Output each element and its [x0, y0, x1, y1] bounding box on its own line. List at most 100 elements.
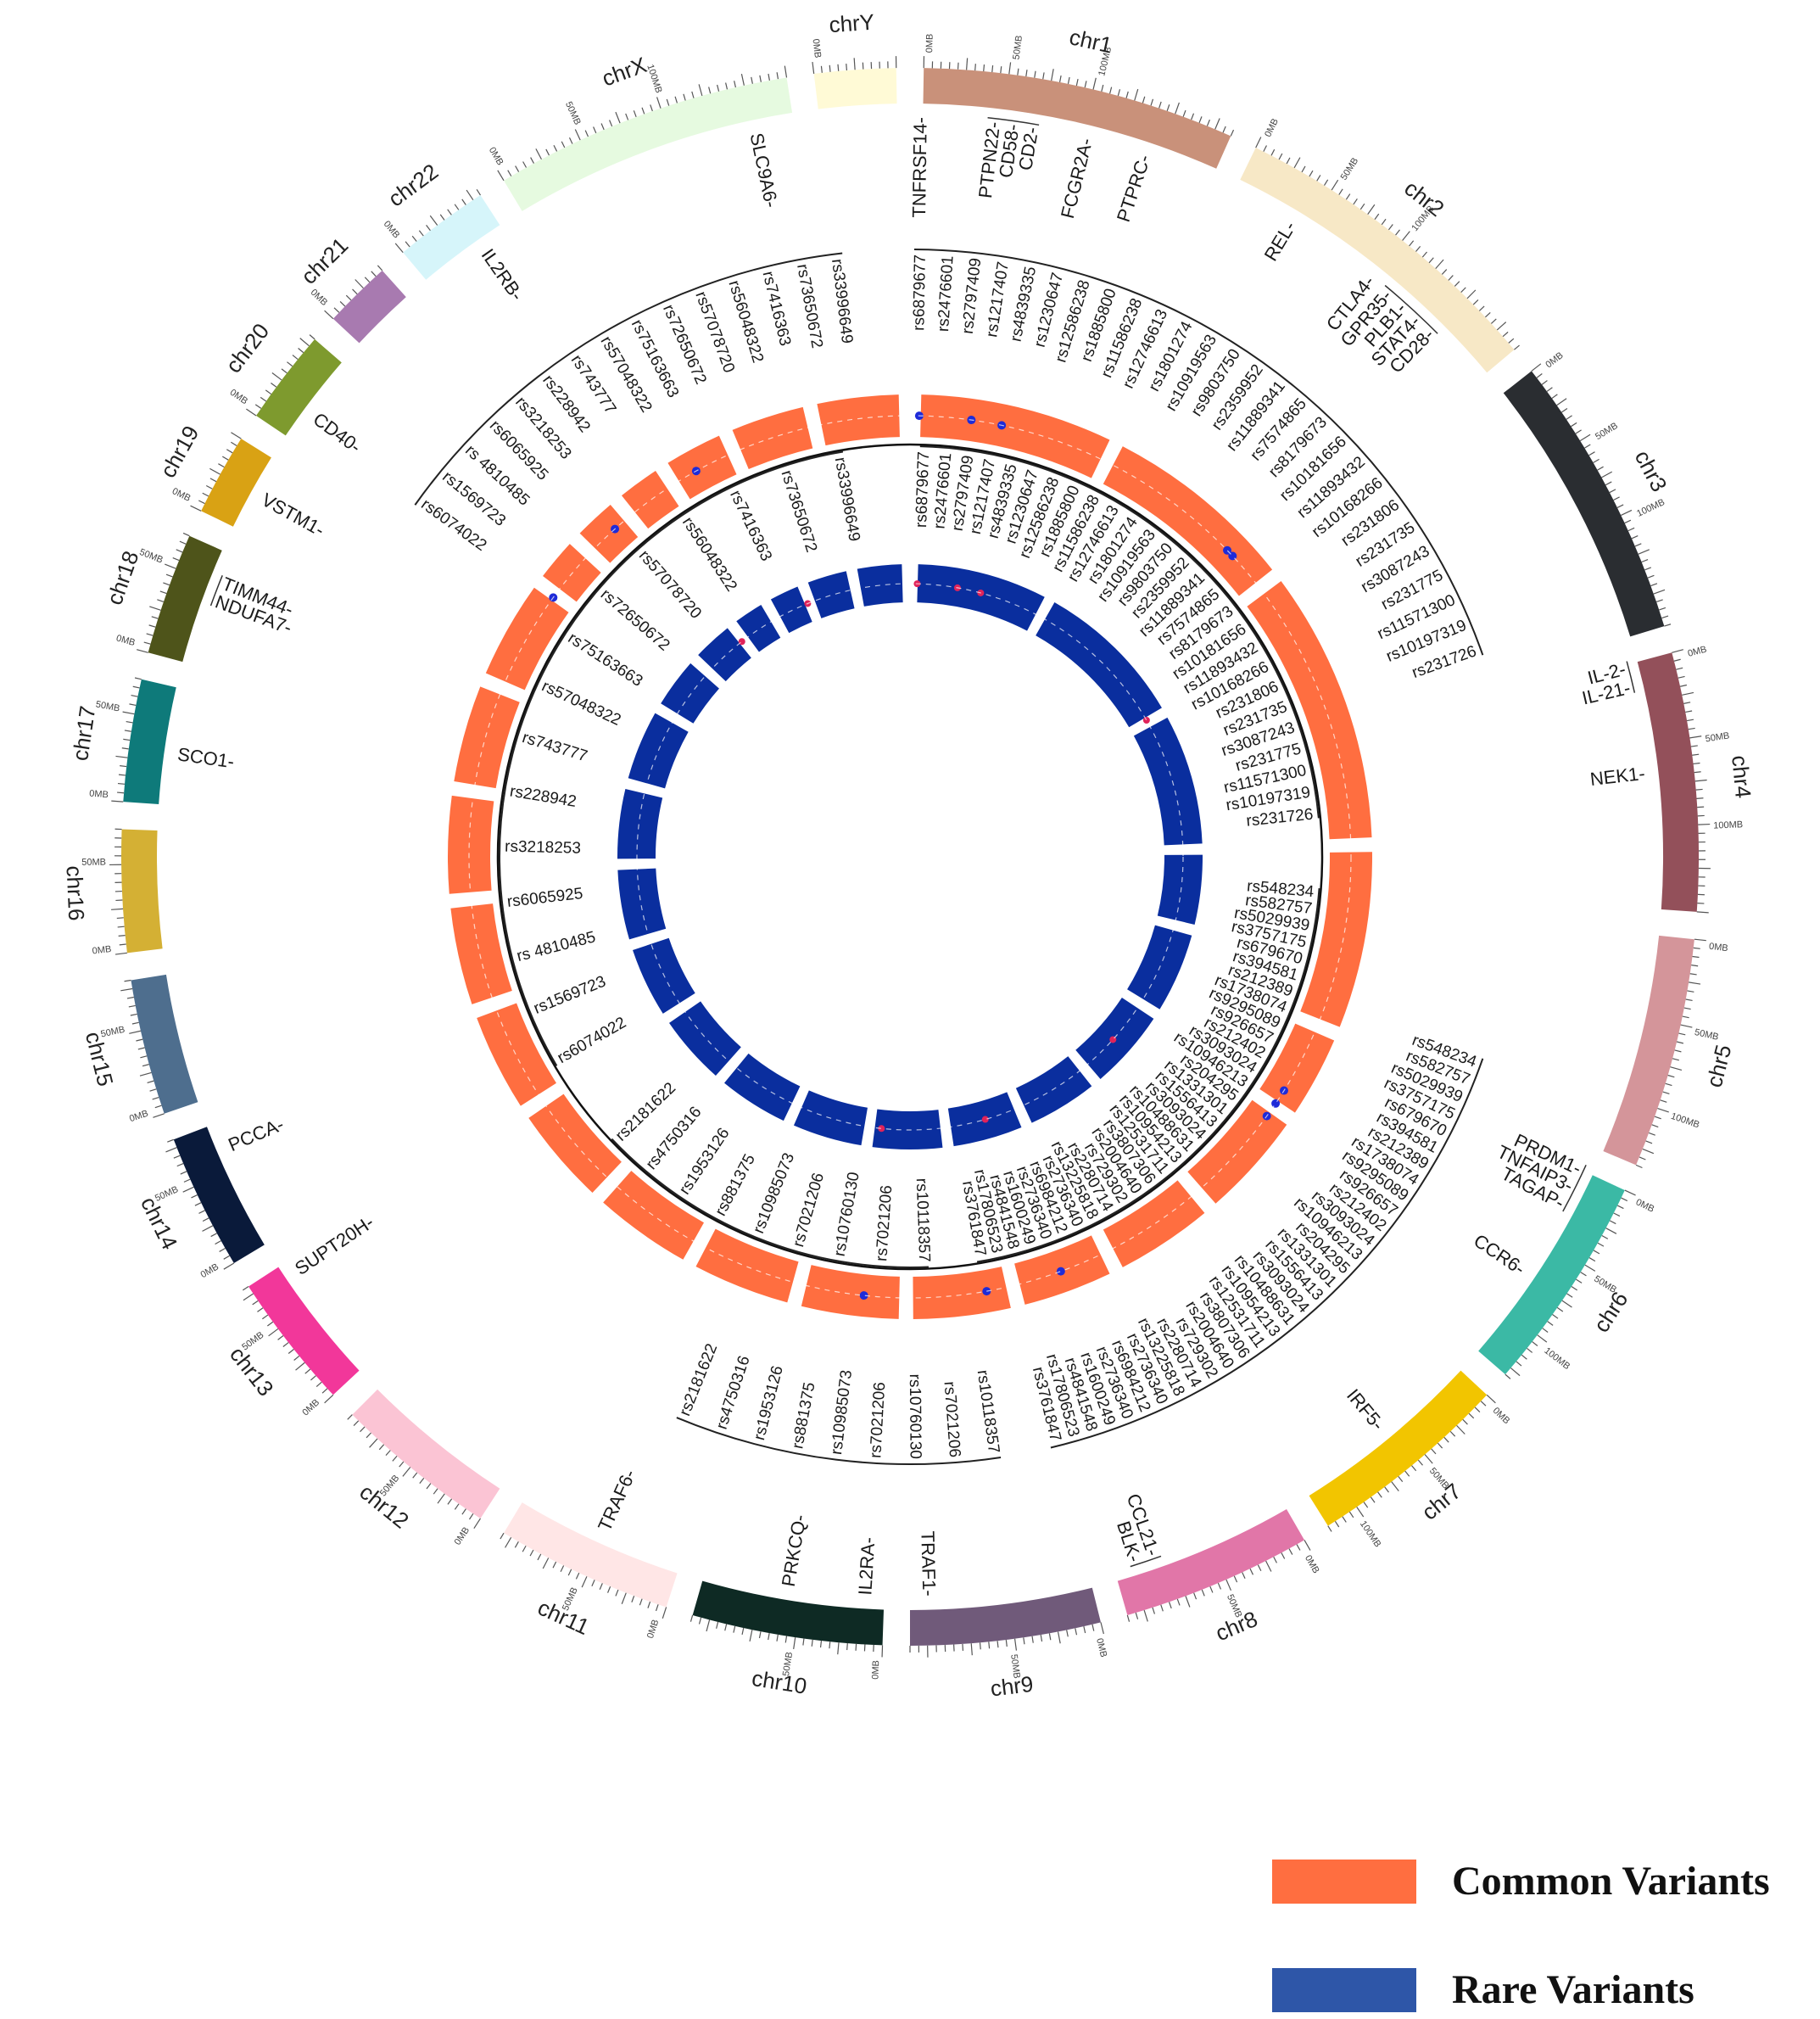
chromosome-tick — [1678, 1032, 1686, 1036]
chromosome-tick-label: 100MB — [1358, 1519, 1383, 1550]
chromosome-tick — [1516, 1361, 1522, 1367]
chromosome-tick — [1527, 1347, 1533, 1353]
rare-variant-segment — [724, 1053, 801, 1121]
chromosome-tick — [802, 1638, 805, 1646]
chromosome-tick — [1255, 137, 1262, 148]
chromosome-segment-chr19 — [201, 439, 271, 527]
chromosome-tick — [1631, 535, 1639, 540]
chromosome-tick — [243, 1286, 249, 1291]
chromosome-tick — [1685, 998, 1693, 1002]
chromosome-tick-label: 0MB — [300, 1397, 321, 1418]
chromosome-tick — [411, 235, 417, 242]
chromosome-tick-label: 100MB — [645, 63, 663, 94]
chromosome-tick — [345, 294, 352, 301]
chromosome-tick — [149, 606, 161, 611]
inner-snp-label: rs72650672 — [597, 585, 673, 654]
chromosome-tick — [260, 396, 267, 402]
chromosome-tick — [966, 58, 969, 70]
common-variant-segment — [1103, 1180, 1205, 1267]
chromosome-tick — [429, 215, 438, 226]
chromosome-tick — [500, 1532, 505, 1540]
chromosome-tick — [1142, 96, 1146, 103]
chromosome-tick — [1158, 101, 1162, 109]
chromosome-tick — [412, 1472, 418, 1479]
chromosome-tick — [131, 1021, 139, 1025]
chromosome-segment-chr2 — [1240, 148, 1515, 373]
rare-variant-segment — [917, 564, 1045, 631]
outer-snp-bracket — [1050, 1058, 1484, 1449]
chromosome-tick — [399, 1461, 405, 1468]
chromosome-tick — [447, 209, 452, 215]
chromosome-segment-chr12 — [352, 1389, 500, 1518]
chromosome-tick — [468, 1513, 474, 1520]
chromosome-tick — [656, 97, 662, 109]
rare-variant-segment — [1157, 854, 1203, 925]
chromosome-tick — [1676, 1041, 1684, 1044]
chromosome-tick — [1402, 231, 1410, 241]
chromosome-tick — [218, 463, 225, 468]
chromosome-tick — [129, 703, 137, 706]
chromosome-tick — [377, 265, 383, 271]
chromosome-tick — [130, 1013, 137, 1016]
chromosome-tick — [1638, 549, 1650, 555]
chromosome-tick — [132, 685, 140, 689]
inner-snp-label: rs7021206 — [873, 1185, 896, 1262]
chromosome-tick — [146, 633, 154, 636]
chromosome-tick — [1660, 1099, 1667, 1103]
chromosome-tick-label: 50MB — [81, 858, 106, 868]
chromosome-tick — [126, 720, 133, 724]
chromosome-tick — [165, 573, 173, 578]
chromosome-tick — [1100, 1622, 1104, 1635]
chromosome-tick — [123, 738, 131, 741]
chromosome-tick — [1536, 373, 1543, 378]
chromosome-tick — [355, 279, 364, 289]
chromosome-tick — [759, 75, 762, 82]
chromosome-tick — [1609, 1220, 1616, 1225]
chromosome-tick — [1166, 104, 1170, 112]
chromosome-tick — [1456, 1424, 1465, 1435]
chromosome-tick — [698, 84, 703, 97]
chromosome-tick — [733, 1625, 736, 1633]
chromosome-tick — [1682, 691, 1694, 696]
chromosome-segment-chr3 — [1503, 371, 1665, 637]
chromosome-tick — [1571, 1286, 1577, 1291]
chromosome-segment-chr17 — [123, 679, 176, 805]
chromosome-tick — [1398, 1475, 1404, 1482]
chromosome-tick — [163, 582, 170, 586]
chromosome-tick — [991, 65, 994, 73]
chromosome-label-chrY: chrY — [829, 9, 875, 38]
chromosome-label-chr3: chr3 — [1630, 446, 1672, 496]
chromosome-tick — [1514, 344, 1520, 350]
chromosome-tick — [1454, 281, 1460, 287]
gene-label: TRAF6- — [594, 1466, 640, 1534]
chromosome-tick — [1683, 1007, 1691, 1010]
outer-snp-label: rs1953126 — [751, 1364, 787, 1442]
chromosome-tick — [560, 1565, 565, 1572]
chromosome-tick — [1381, 218, 1387, 226]
chromosome-tick — [223, 1255, 230, 1260]
chromosome-tick — [1697, 806, 1705, 808]
chromosome-tick — [310, 1375, 316, 1381]
chromosome-tick — [615, 111, 621, 124]
gene-label: PRKCQ- — [778, 1513, 811, 1589]
chromosome-tick — [1688, 727, 1695, 730]
chromosome-tick — [111, 800, 124, 803]
chromosome-tick-label: 0MB — [89, 789, 109, 801]
chromosome-tick — [1273, 1556, 1277, 1563]
outer-snp-label: rs2797409 — [959, 257, 985, 335]
chromosome-segment-chr6 — [1478, 1175, 1625, 1375]
chromosome-tick — [1257, 1564, 1262, 1572]
chromosome-tick — [222, 456, 229, 461]
chromosome-label-chr22: chr22 — [383, 159, 443, 212]
common-variant-segment — [801, 1265, 900, 1319]
chromosome-tick — [758, 1631, 762, 1639]
chromosome-tick — [855, 1643, 857, 1651]
legend-swatch-common — [1272, 1859, 1416, 1904]
chromosome-tick — [157, 599, 165, 602]
chromosome-label-chr4: chr4 — [1727, 754, 1756, 799]
common-variant-segment — [454, 686, 520, 789]
inner-snp-bracket — [919, 445, 1320, 819]
common-variant-segment — [448, 795, 494, 894]
chromosome-label-chr15: chr15 — [81, 1029, 119, 1088]
chromosome-tick — [1304, 1540, 1311, 1551]
